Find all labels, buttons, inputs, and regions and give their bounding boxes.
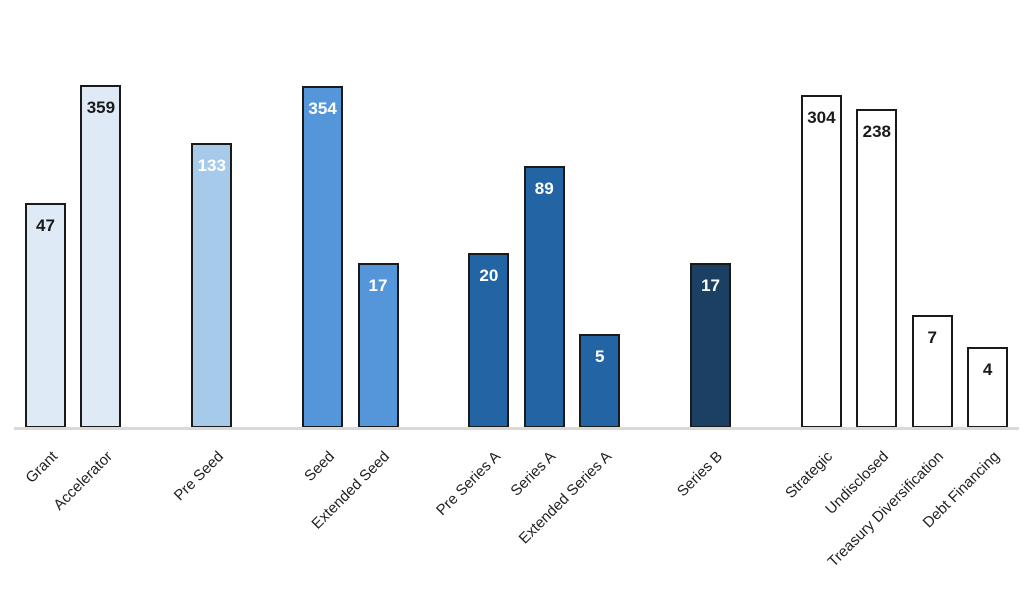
bar-value-label: 5 (594, 347, 605, 366)
bar-grant: 47 (25, 203, 66, 428)
bar-value-label: 354 (308, 99, 337, 118)
bar-value-label: 47 (36, 216, 55, 235)
bar-treasury-diversification: 7 (911, 315, 953, 428)
bar-accelerator: 359 (80, 85, 122, 428)
bar-value-label: 17 (701, 276, 720, 295)
bar-series-b: 17 (690, 263, 732, 428)
bar-value-label: 17 (368, 276, 388, 295)
bar-value-label: 7 (927, 328, 937, 347)
x-axis-line (14, 427, 1019, 430)
bar-pre-seed: 133 (191, 143, 233, 428)
bar-series-a: 89 (523, 166, 565, 428)
bar-value-label: 133 (197, 156, 226, 175)
bar-seed: 354 (302, 86, 344, 428)
bar-debt-financing: 4 (967, 347, 1009, 428)
bar-undisclosed: 238 (856, 109, 898, 428)
bar-value-label: 20 (479, 266, 499, 285)
bar-value-label: 304 (807, 108, 836, 127)
bar-pre-series-a: 20 (468, 253, 510, 428)
bar-value-label: 89 (534, 179, 554, 198)
bar-value-label: 238 (862, 122, 891, 141)
bar-value-label: 4 (982, 360, 993, 379)
bar-strategic: 304 (800, 95, 842, 428)
bar-value-label: 359 (86, 98, 116, 117)
bar-extended-seed: 17 (357, 263, 399, 428)
bar-extended-series-a: 5 (579, 334, 621, 428)
